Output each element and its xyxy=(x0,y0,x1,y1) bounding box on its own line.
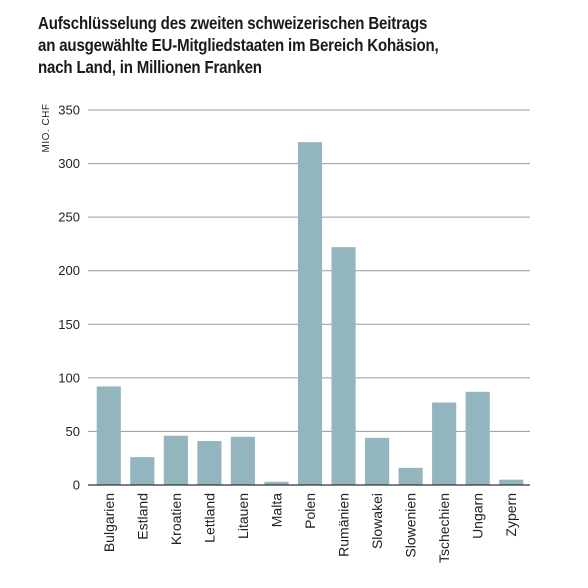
y-tick-label: 300 xyxy=(58,156,80,171)
x-tick-label: Estland xyxy=(134,493,150,540)
x-tick-label: Ungarn xyxy=(470,493,486,539)
bar-tschechien xyxy=(432,402,457,485)
y-tick-label: 0 xyxy=(73,478,80,493)
x-tick-label: Malta xyxy=(268,493,284,527)
x-tick-label: Bulgarien xyxy=(101,493,117,552)
x-tick-label: Slowenien xyxy=(403,493,419,558)
bar-litauen xyxy=(230,436,255,485)
y-tick-label: 200 xyxy=(58,263,80,278)
x-tick-label: Zypern xyxy=(503,493,519,537)
x-tick-label: Kroatien xyxy=(168,493,184,545)
x-tick-label: Polen xyxy=(302,493,318,529)
bar-estland xyxy=(130,457,155,485)
y-tick-label: 250 xyxy=(58,210,80,225)
bar-slowenien xyxy=(398,467,423,485)
bar-kroatien xyxy=(163,435,188,485)
x-tick-label: Rumänien xyxy=(336,493,352,557)
y-axis-unit-label: MIO. CHF xyxy=(41,104,52,153)
y-tick-label: 50 xyxy=(66,424,80,439)
bar-ungarn xyxy=(465,391,490,485)
bar-bulgarien xyxy=(96,386,121,485)
chart-title-line-3: nach Land, in Millionen Franken xyxy=(38,57,262,77)
y-tick-label: 100 xyxy=(58,370,80,385)
bar-slowakei xyxy=(365,437,390,485)
bar-polen xyxy=(297,142,323,485)
x-tick-label: Tschechien xyxy=(436,493,452,563)
bar-malta xyxy=(264,481,289,485)
labels: 0 50 100 150 200 250 300 350 Bulgarien Estland Kro… xyxy=(41,103,519,564)
x-tick-label: Slowakei xyxy=(369,493,385,549)
bar-zypern xyxy=(499,479,524,485)
chart-title: Aufschlüsselung des zweiten schweizerisc… xyxy=(38,12,502,78)
x-tick-label: Lettland xyxy=(201,493,217,543)
chart-title-line-1: Aufschlüsselung des zweiten schweizerisc… xyxy=(38,13,428,33)
y-tick-label: 150 xyxy=(58,317,80,332)
bar-rumänien xyxy=(331,247,356,485)
x-tick-label: Litauen xyxy=(235,493,251,539)
y-tick-label: 350 xyxy=(58,103,80,118)
bar-lettland xyxy=(197,441,222,485)
bars xyxy=(96,142,524,485)
chart-title-line-2: an ausgewählte EU-Mitgliedstaaten im Ber… xyxy=(38,35,439,55)
